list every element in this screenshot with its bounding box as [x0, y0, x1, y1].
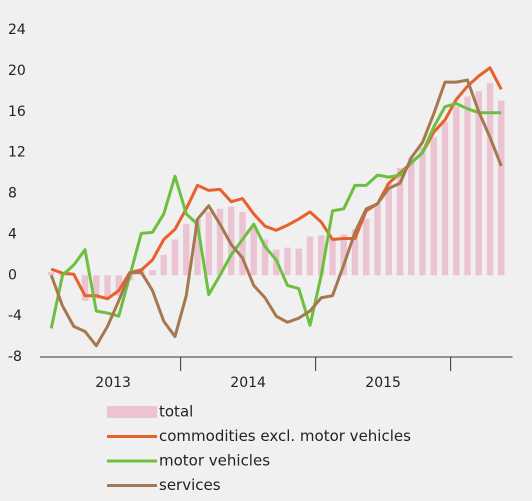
y-tick-label: -4 — [8, 308, 22, 324]
legend-label: total — [159, 403, 193, 421]
bar — [351, 229, 359, 276]
bar — [464, 96, 471, 276]
bar — [430, 137, 437, 276]
bar — [363, 219, 370, 276]
bar — [228, 206, 235, 276]
bar — [239, 211, 246, 276]
bar — [374, 203, 381, 276]
bar — [284, 247, 291, 276]
bar — [475, 91, 482, 276]
bar — [149, 270, 156, 276]
bar — [115, 275, 122, 296]
bar — [160, 254, 167, 276]
bar — [216, 208, 224, 276]
bar — [93, 275, 100, 299]
bar — [81, 275, 89, 301]
y-tick-label: 0 — [8, 267, 17, 283]
bar — [306, 236, 314, 276]
bar — [408, 157, 415, 276]
bar — [171, 239, 179, 276]
y-tick-label: 8 — [8, 186, 17, 202]
y-tick-label: 4 — [8, 226, 17, 242]
bar — [205, 211, 212, 276]
legend-label: services — [159, 476, 221, 494]
bar — [453, 106, 460, 276]
bar — [385, 183, 392, 276]
bar — [419, 147, 426, 276]
legend-swatch — [107, 406, 157, 418]
y-tick-label: 20 — [8, 63, 26, 79]
bar — [104, 275, 111, 298]
bar — [329, 237, 336, 276]
line — [49, 78, 503, 348]
bar — [340, 234, 347, 276]
bar — [261, 239, 269, 276]
bar — [441, 121, 449, 276]
x-tick-label: 2015 — [365, 375, 401, 391]
bar — [318, 235, 325, 276]
legend-label: motor vehicles — [159, 452, 270, 470]
y-tick-label: 12 — [8, 145, 26, 161]
bar — [194, 219, 201, 276]
x-tick-label: 2014 — [230, 375, 266, 391]
bar — [486, 83, 494, 276]
y-tick-label: -8 — [8, 349, 22, 365]
bar — [396, 167, 404, 276]
bar — [183, 224, 190, 276]
x-tick-label: 2013 — [95, 375, 131, 391]
bar — [498, 100, 505, 276]
bar — [48, 272, 55, 276]
y-tick-label: 24 — [8, 22, 26, 38]
bar — [250, 226, 257, 276]
y-tick-label: 16 — [8, 104, 26, 120]
legend-label: commodities excl. motor vehicles — [159, 427, 411, 445]
line — [49, 102, 502, 329]
bar — [295, 248, 302, 276]
